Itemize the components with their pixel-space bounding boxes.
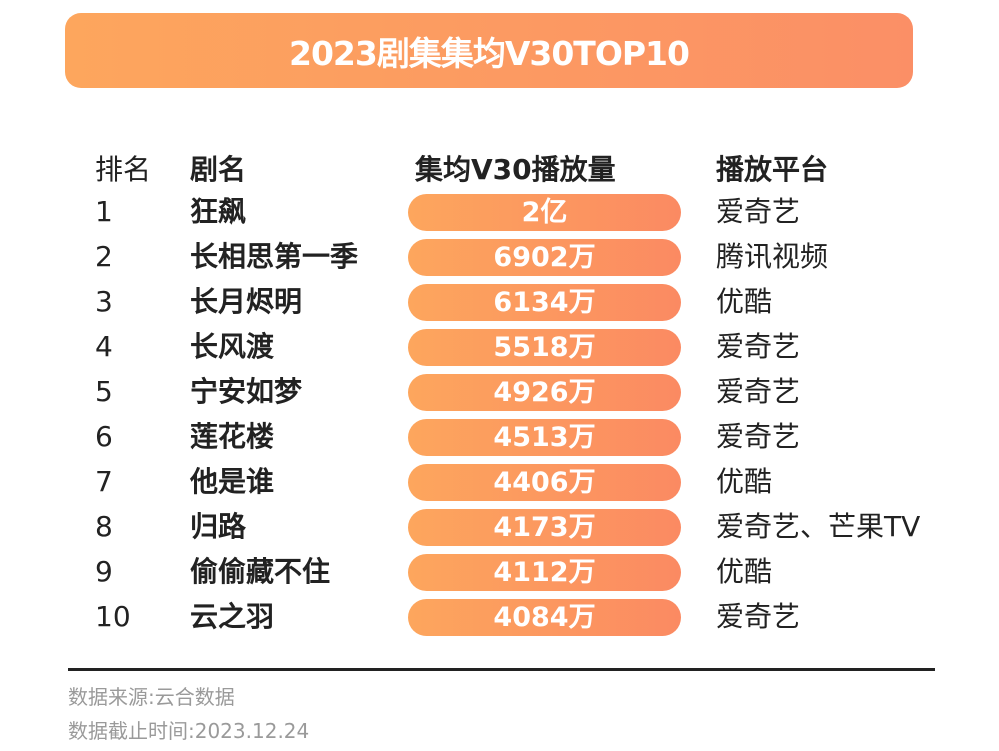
rank-cell: 4: [95, 330, 113, 363]
drama-name: 云之羽: [190, 600, 275, 633]
platform-cell: 爱奇艺: [716, 330, 801, 363]
drama-name: 长风渡: [190, 330, 275, 363]
table-row: 7 他是谁 4406万 优酷: [0, 462, 999, 507]
table-row: 4 长风渡 5518万 爱奇艺: [0, 327, 999, 372]
platform-cell: 爱奇艺、芒果TV: [716, 510, 921, 543]
table-row: 10 云之羽 4084万 爱奇艺: [0, 597, 999, 642]
table-row: 3 长月烬明 6134万 优酷: [0, 282, 999, 327]
views-pill: 4173万: [408, 509, 681, 546]
drama-name: 偷偷藏不住: [190, 555, 331, 588]
header-name: 剧名: [190, 153, 247, 186]
views-pill: 4926万: [408, 374, 681, 411]
table-row: 5 宁安如梦 4926万 爱奇艺: [0, 372, 999, 417]
drama-name: 长月烬明: [190, 285, 303, 318]
drama-name: 长相思第一季: [190, 240, 359, 273]
platform-cell: 优酷: [716, 555, 773, 588]
rank-cell: 9: [95, 555, 113, 588]
header-rank: 排名: [95, 153, 152, 186]
views-pill: 4084万: [408, 599, 681, 636]
platform-cell: 优酷: [716, 465, 773, 498]
views-pill: 5518万: [408, 329, 681, 366]
platform-cell: 腾讯视频: [716, 240, 829, 273]
data-cutoff: 数据截止时间:2023.12.24: [68, 719, 310, 743]
table-row: 2 长相思第一季 6902万 腾讯视频: [0, 237, 999, 282]
header-platform: 播放平台: [716, 153, 829, 186]
views-pill: 6134万: [408, 284, 681, 321]
rank-cell: 8: [95, 510, 113, 543]
drama-name: 宁安如梦: [190, 375, 303, 408]
page-title: 2023剧集集均V30TOP10: [289, 33, 690, 73]
data-source: 数据来源:云合数据: [68, 685, 235, 709]
views-pill: 2亿: [408, 194, 681, 231]
views-pill: 4513万: [408, 419, 681, 456]
rank-cell: 1: [95, 195, 113, 228]
drama-name: 莲花楼: [190, 420, 275, 453]
platform-cell: 优酷: [716, 285, 773, 318]
drama-name: 狂飙: [190, 195, 247, 228]
drama-name: 他是谁: [190, 465, 275, 498]
table-row: 8 归路 4173万 爱奇艺、芒果TV: [0, 507, 999, 552]
rank-cell: 3: [95, 285, 113, 318]
title-banner: 2023剧集集均V30TOP10: [65, 13, 913, 88]
rank-cell: 10: [95, 600, 131, 633]
divider: [68, 668, 935, 671]
table-row: 6 莲花楼 4513万 爱奇艺: [0, 417, 999, 462]
views-pill: 4112万: [408, 554, 681, 591]
platform-cell: 爱奇艺: [716, 195, 801, 228]
platform-cell: 爱奇艺: [716, 600, 801, 633]
views-pill: 6902万: [408, 239, 681, 276]
table-row: 9 偷偷藏不住 4112万 优酷: [0, 552, 999, 597]
header-views: 集均V30播放量: [415, 153, 616, 186]
rank-cell: 6: [95, 420, 113, 453]
table-row: 1 狂飙 2亿 爱奇艺: [0, 192, 999, 237]
platform-cell: 爱奇艺: [716, 420, 801, 453]
platform-cell: 爱奇艺: [716, 375, 801, 408]
rank-cell: 2: [95, 240, 113, 273]
rank-cell: 7: [95, 465, 113, 498]
views-pill: 4406万: [408, 464, 681, 501]
drama-name: 归路: [190, 510, 247, 543]
rank-cell: 5: [95, 375, 113, 408]
